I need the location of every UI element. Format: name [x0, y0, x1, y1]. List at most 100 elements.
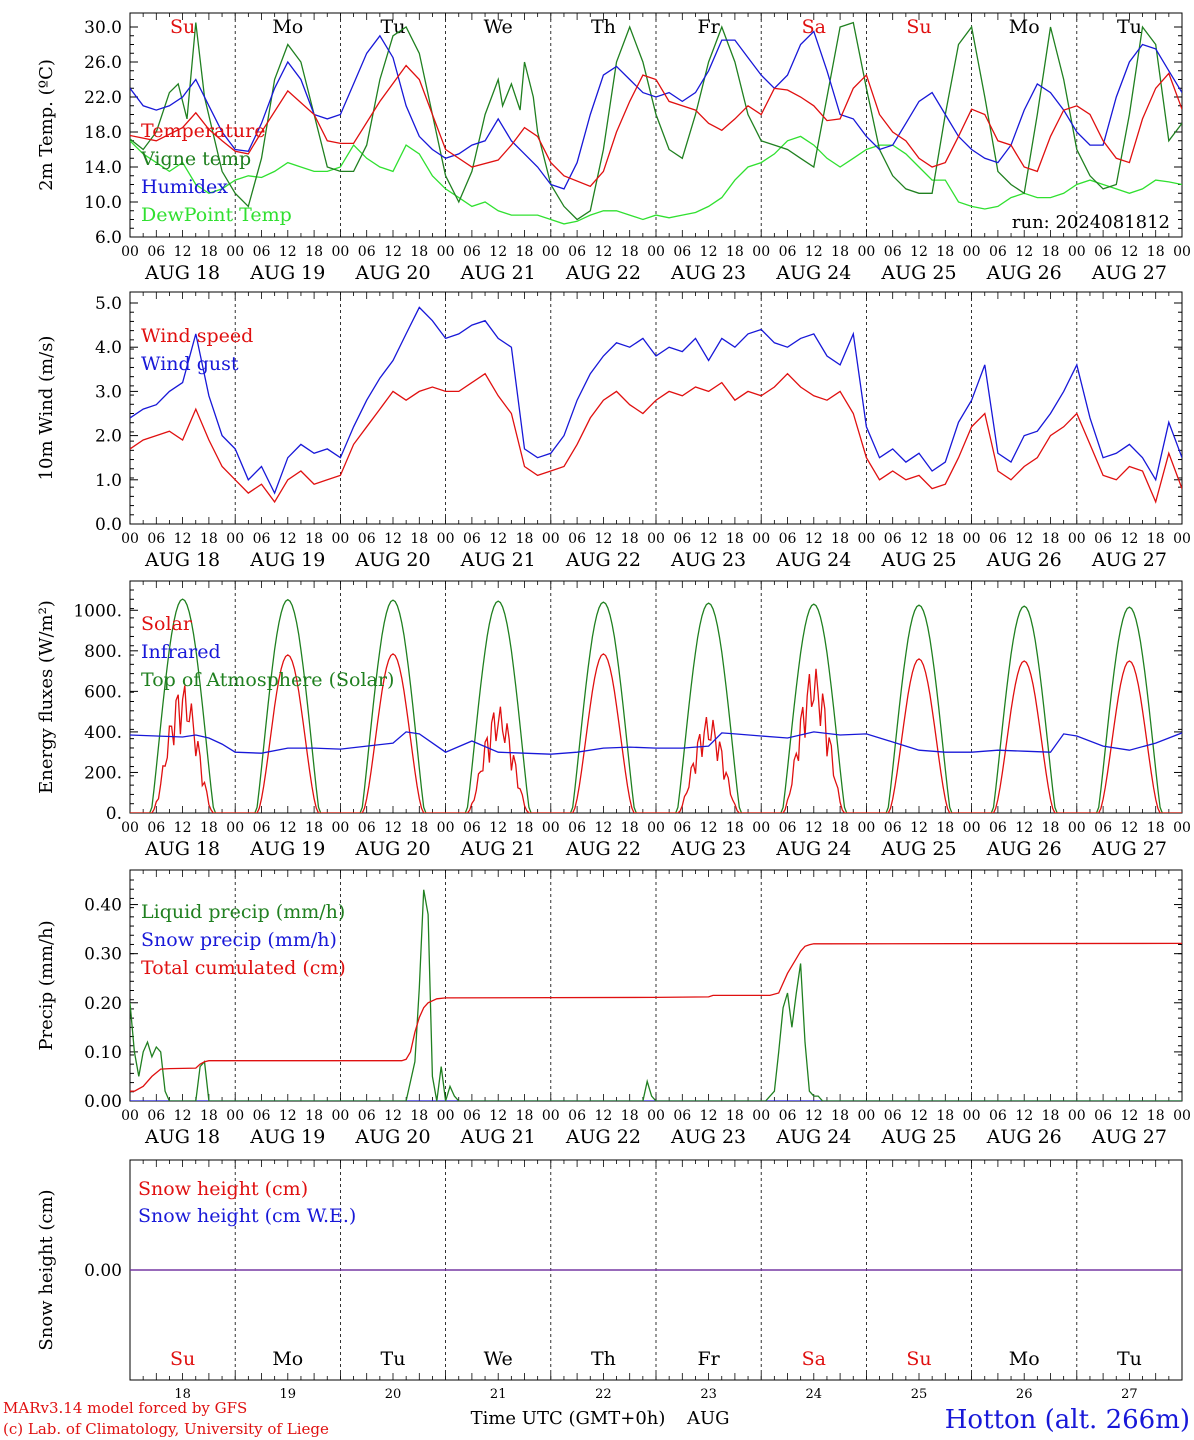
x-hour-label: 18	[1147, 531, 1165, 547]
day-number-label: 27	[1121, 1387, 1138, 1402]
x-hour-label: 06	[147, 1108, 165, 1124]
x-hour-label: 06	[568, 820, 586, 836]
x-hour-label: 06	[779, 531, 797, 547]
x-date-label: AUG 27	[1091, 549, 1167, 571]
x-hour-label: 12	[805, 531, 823, 547]
x-hour-label: 18	[831, 244, 849, 260]
y-tick-label: 1000.	[73, 601, 122, 621]
x-axis-title: Time UTC (GMT+0h)	[471, 1408, 666, 1429]
y-tick-label: 30.0	[84, 18, 122, 38]
x-date-label: AUG 21	[460, 838, 536, 860]
x-hour-label: 12	[700, 244, 718, 260]
x-hour-label: 18	[410, 1108, 428, 1124]
weekday-label: Su	[906, 1348, 931, 1370]
x-hour-label: 12	[700, 531, 718, 547]
x-hour-label: 12	[384, 1108, 402, 1124]
x-hour-label: 18	[200, 244, 218, 260]
x-hour-label: 00	[1068, 1108, 1086, 1124]
legend-entry: Liquid precip (mm/h)	[141, 901, 345, 923]
x-hour-label: 00	[752, 531, 770, 547]
x-hour-label: 18	[621, 1108, 639, 1124]
y-tick-label: 10.0	[84, 193, 122, 213]
x-hour-label: 00	[121, 531, 139, 547]
x-hour-label: 00	[1173, 820, 1191, 836]
x-hour-label: 00	[226, 531, 244, 547]
x-hour-label: 06	[253, 1108, 271, 1124]
x-hour-label: 06	[673, 531, 691, 547]
x-hour-label: 06	[779, 244, 797, 260]
y-tick-label: 3.0	[95, 382, 122, 402]
x-date-label: AUG 25	[880, 1126, 956, 1148]
x-hour-label: 12	[1015, 820, 1033, 836]
x-hour-label: 00	[963, 820, 981, 836]
x-hour-label: 12	[489, 1108, 507, 1124]
x-hour-label: 00	[963, 1108, 981, 1124]
weekday-label: Tu	[381, 16, 406, 38]
x-hour-label: 12	[174, 531, 192, 547]
x-hour-label: 06	[1094, 820, 1112, 836]
x-hour-label: 18	[621, 531, 639, 547]
series-line-red	[130, 653, 1182, 813]
x-hour-label: 18	[936, 531, 954, 547]
x-date-label: AUG 24	[775, 549, 851, 571]
x-hour-label: 00	[437, 1108, 455, 1124]
y-tick-label: 1.0	[95, 471, 122, 491]
weekday-label: Mo	[272, 1348, 303, 1370]
x-hour-label: 06	[253, 244, 271, 260]
weekday-label: Sa	[802, 1348, 826, 1370]
y-tick-label: 0.30	[84, 945, 122, 965]
x-date-label: AUG 23	[670, 1126, 746, 1148]
y-tick-label: 26.0	[84, 53, 122, 73]
legend-entry: Infrared	[141, 641, 221, 663]
x-hour-label: 06	[253, 820, 271, 836]
weekday-label: Su	[906, 16, 931, 38]
x-hour-label: 18	[516, 244, 534, 260]
x-hour-label: 12	[1120, 531, 1138, 547]
weekday-label: We	[484, 16, 513, 38]
day-number-label: 18	[174, 1387, 191, 1402]
series-line-red	[130, 64, 1182, 188]
chart-panels: 6.0 10.0 14.0 18.0 22.0 26.0 30.0 2m Temp. (ºC)…	[36, 12, 1191, 1402]
x-hour-label: 18	[1042, 531, 1060, 547]
day-number-label: 24	[806, 1387, 823, 1402]
x-hour-label: 06	[884, 531, 902, 547]
x-hour-label: 12	[805, 1108, 823, 1124]
x-hour-label: 12	[805, 244, 823, 260]
x-hour-label: 12	[910, 244, 928, 260]
y-tick-label: 0.00	[84, 1261, 122, 1281]
weekday-label: Tu	[381, 1348, 406, 1370]
x-hour-label: 18	[516, 820, 534, 836]
y-tick-label: 4.0	[95, 338, 122, 358]
weekday-label: Fr	[697, 1348, 720, 1370]
x-date-label: AUG 21	[460, 549, 536, 571]
chart-panel-3: 0. 200. 400. 600. 800. 1000. Energy fluxes (W/…	[36, 580, 1191, 860]
x-hour-label: 18	[410, 820, 428, 836]
x-hour-label: 18	[200, 820, 218, 836]
x-hour-label: 18	[621, 820, 639, 836]
x-hour-label: 18	[726, 244, 744, 260]
x-hour-label: 12	[489, 531, 507, 547]
x-hour-label: 00	[752, 820, 770, 836]
x-date-label: AUG 20	[354, 838, 430, 860]
x-hour-label: 06	[463, 1108, 481, 1124]
y-axis-label: Energy fluxes (W/m²)	[36, 600, 57, 794]
x-date-label: AUG 22	[565, 262, 641, 284]
x-date-label: AUG 18	[144, 1126, 220, 1148]
x-hour-label: 00	[857, 531, 875, 547]
x-hour-label: 12	[489, 820, 507, 836]
x-hour-label: 18	[831, 1108, 849, 1124]
y-tick-label: 400.	[84, 723, 122, 743]
x-date-label: AUG 19	[249, 549, 325, 571]
x-hour-label: 12	[279, 1108, 297, 1124]
series-line-blue	[130, 30, 1182, 190]
x-hour-label: 18	[831, 531, 849, 547]
x-hour-label: 12	[1015, 244, 1033, 260]
day-number-label: 22	[595, 1387, 612, 1402]
legend-entry: Snow height (cm)	[138, 1178, 308, 1200]
x-hour-label: 12	[594, 531, 612, 547]
x-date-label: AUG 20	[354, 549, 430, 571]
y-tick-label: 2.0	[95, 427, 122, 447]
x-hour-label: 06	[884, 1108, 902, 1124]
x-hour-label: 18	[1147, 1108, 1165, 1124]
x-hour-label: 00	[1068, 244, 1086, 260]
